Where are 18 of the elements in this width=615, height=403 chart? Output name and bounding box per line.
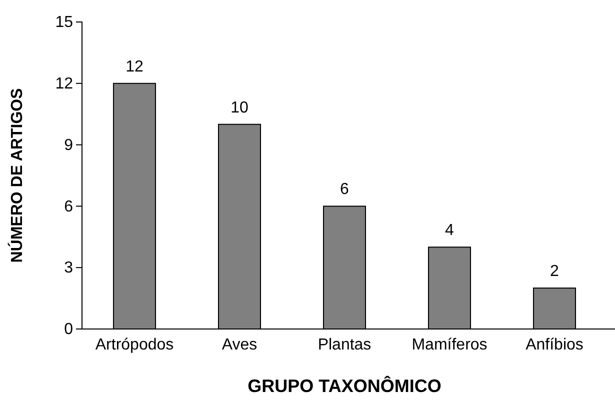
y-tick-label: 15 — [55, 14, 74, 32]
x-tick-label: Anfíbios — [526, 336, 584, 354]
x-tick-label: Plantas — [318, 336, 372, 354]
x-tick-label: Mamíferos — [412, 336, 488, 354]
y-tick-label: 6 — [64, 198, 74, 216]
y-tick-label: 9 — [64, 136, 74, 154]
y-tick-label: 3 — [64, 260, 74, 277]
x-tick-label: Aves — [222, 336, 258, 354]
y-tick-label: 12 — [55, 76, 74, 93]
data-label: 6 — [340, 181, 350, 198]
data-label: 12 — [126, 58, 144, 76]
x-axis-title: GRUPO TAXONÔMICO — [248, 375, 442, 396]
data-label: 4 — [445, 222, 454, 240]
data-label: 2 — [550, 263, 560, 280]
y-tick-label: 0 — [64, 321, 74, 338]
data-label: 10 — [230, 99, 248, 116]
x-tick-label: Artrópodos — [95, 336, 174, 354]
y-axis-title: NÚMERO DE ARTIGOS — [7, 88, 26, 263]
